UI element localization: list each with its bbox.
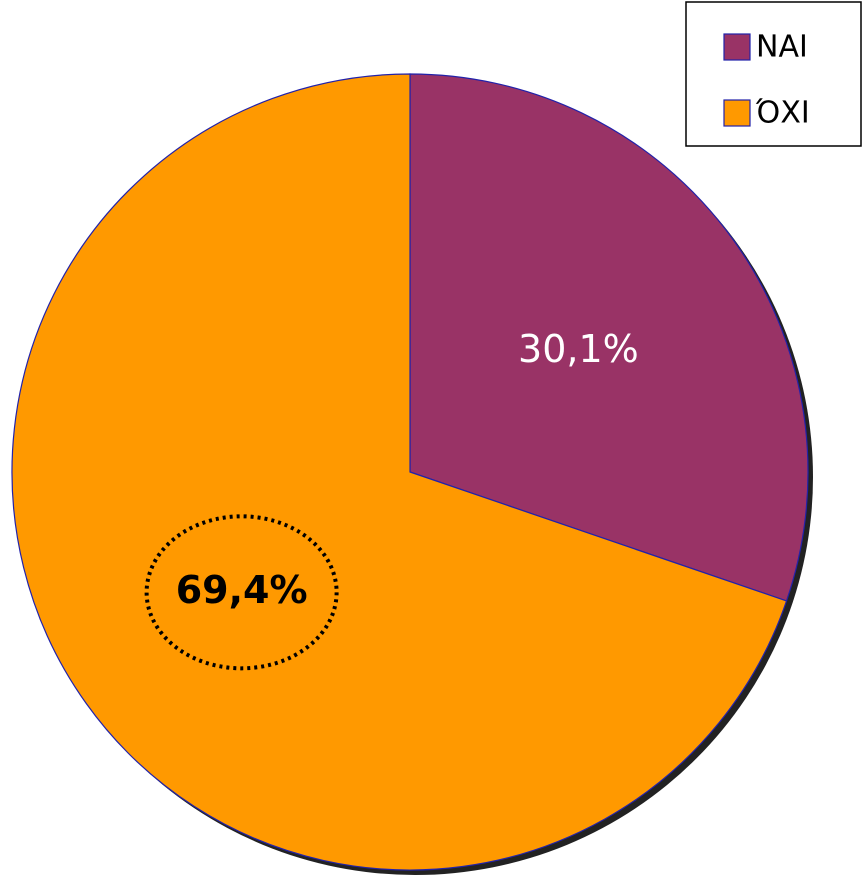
- pie-slice: [409, 73, 809, 602]
- data-label: 69,4%: [176, 568, 308, 612]
- legend-swatch: [723, 99, 751, 127]
- annotation-ellipse: [144, 514, 339, 671]
- pie-slice: [11, 73, 788, 871]
- pie: 30,1% 69,4%: [11, 73, 813, 875]
- legend-swatch: [723, 33, 751, 61]
- legend-label: ΌΧΙ: [755, 96, 810, 131]
- legend: NAI ΌΧΙ: [685, 1, 862, 147]
- legend-box: [685, 1, 862, 147]
- data-label: 30,1%: [518, 327, 639, 371]
- legend-label: NAI: [756, 30, 808, 65]
